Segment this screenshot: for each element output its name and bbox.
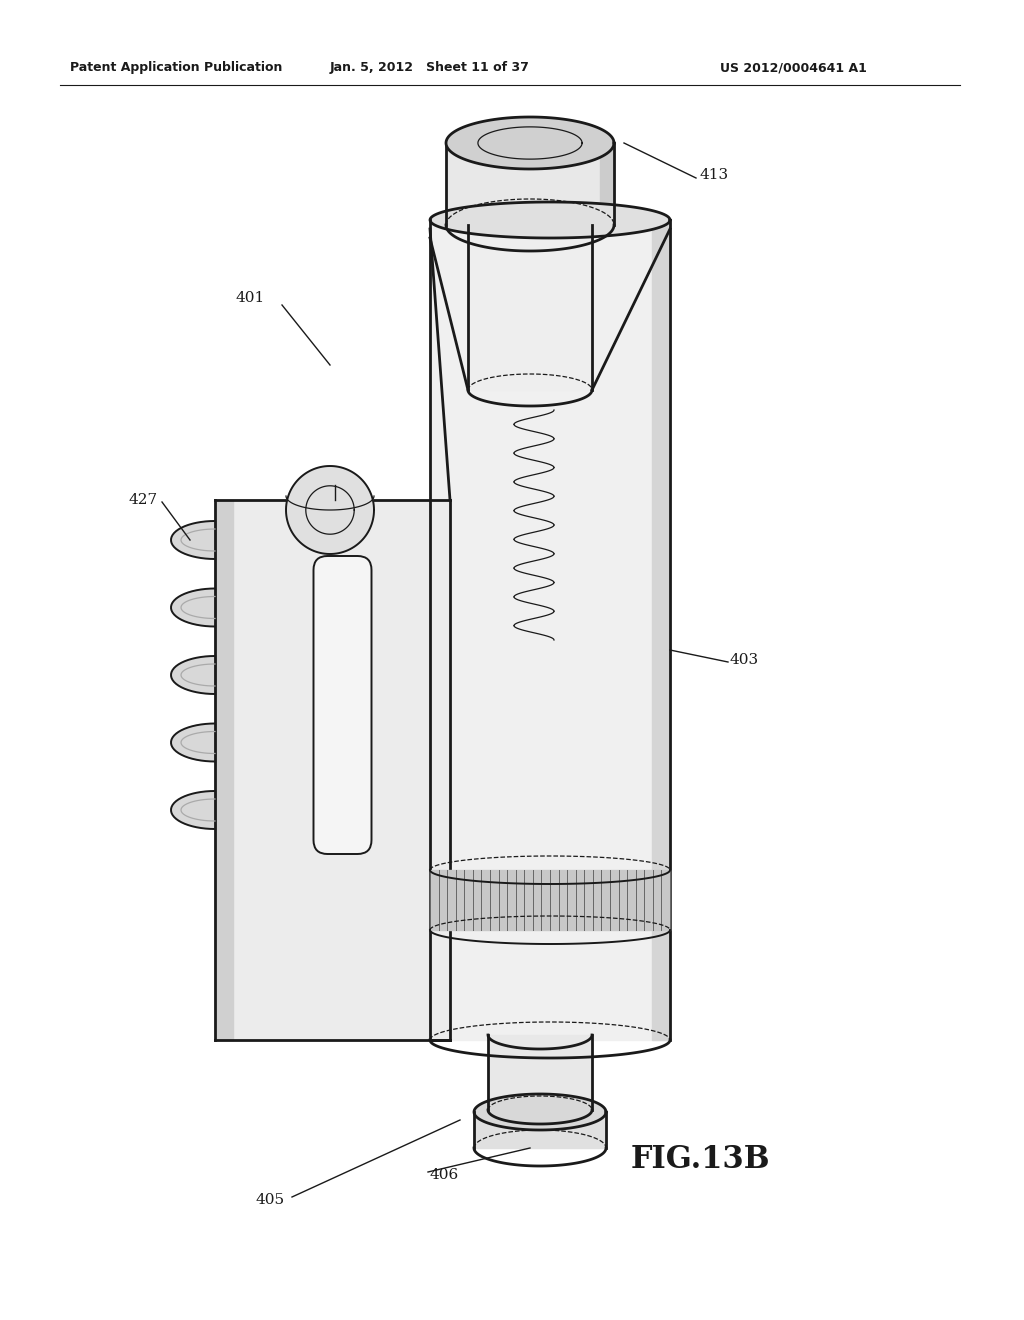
Polygon shape bbox=[468, 224, 592, 389]
Text: US 2012/0004641 A1: US 2012/0004641 A1 bbox=[720, 62, 867, 74]
Text: 403: 403 bbox=[730, 653, 759, 667]
Text: 413: 413 bbox=[700, 168, 729, 182]
Polygon shape bbox=[600, 143, 614, 224]
Text: 401: 401 bbox=[234, 290, 264, 305]
Polygon shape bbox=[488, 1035, 592, 1110]
Polygon shape bbox=[446, 143, 614, 224]
Polygon shape bbox=[171, 589, 215, 627]
Text: 406: 406 bbox=[430, 1168, 459, 1181]
Polygon shape bbox=[286, 466, 374, 554]
Polygon shape bbox=[171, 791, 215, 829]
Polygon shape bbox=[474, 1094, 606, 1130]
Text: 405: 405 bbox=[255, 1193, 284, 1206]
Polygon shape bbox=[215, 500, 233, 1040]
Polygon shape bbox=[446, 117, 614, 169]
Text: 423: 423 bbox=[319, 469, 349, 482]
Text: Jan. 5, 2012   Sheet 11 of 37: Jan. 5, 2012 Sheet 11 of 37 bbox=[330, 62, 530, 74]
Text: Patent Application Publication: Patent Application Publication bbox=[70, 62, 283, 74]
Text: 427: 427 bbox=[129, 492, 158, 507]
FancyBboxPatch shape bbox=[313, 556, 372, 854]
Polygon shape bbox=[474, 1111, 606, 1148]
Polygon shape bbox=[430, 202, 670, 238]
Polygon shape bbox=[430, 870, 670, 931]
Text: FIG.13B: FIG.13B bbox=[630, 1144, 770, 1176]
Polygon shape bbox=[215, 500, 450, 1040]
Polygon shape bbox=[171, 723, 215, 762]
Polygon shape bbox=[652, 220, 670, 1040]
Polygon shape bbox=[430, 220, 670, 1040]
Polygon shape bbox=[171, 656, 215, 694]
Polygon shape bbox=[171, 521, 215, 558]
